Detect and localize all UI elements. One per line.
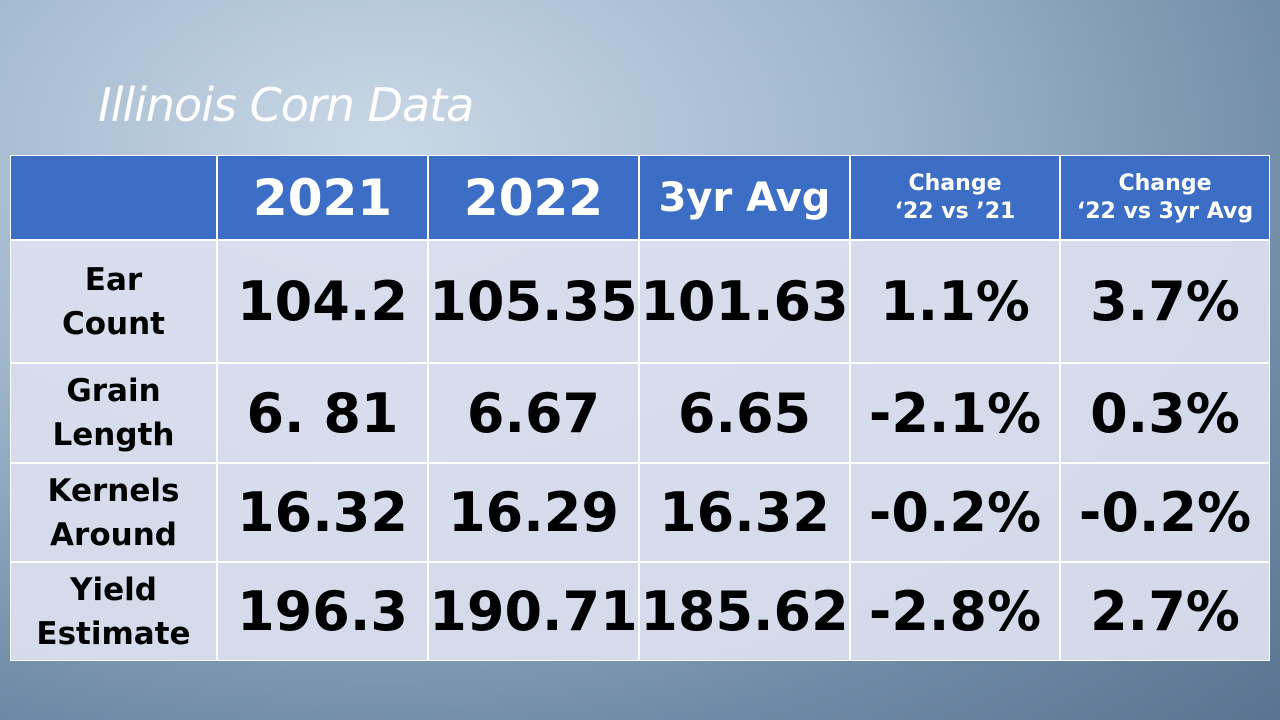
column-header: 2022 [428,155,639,240]
value-text: 2.7% [1090,580,1240,643]
value-text: -0.2% [1078,481,1252,544]
value-cell: 0.3% [1060,363,1270,463]
row-label-text: Kernels [47,472,180,509]
value-text: 101.63 [640,270,849,333]
header-text: 2022 [463,168,604,227]
value-cell: 101.63 [639,240,850,363]
row-label-text: Ear [84,261,143,298]
column-header: Change ‘22 vs 3yr Avg [1060,155,1270,240]
value-text: 16.32 [659,481,830,544]
column-header: Change ‘22 vs ’21 [850,155,1060,240]
row-label: Ear Count [10,240,217,363]
row-label: Kernels Around [10,463,217,562]
value-cell: -0.2% [1060,463,1270,562]
value-text: 190.71 [429,580,638,643]
column-header: 2021 [217,155,428,240]
value-text: 105.35 [429,270,638,333]
value-cell: 6. 81 [217,363,428,463]
row-label-text: Count [61,305,165,342]
value-cell: -2.1% [850,363,1060,463]
row-label-text: Yield [70,571,157,608]
value-text: 196.3 [237,580,408,643]
row-label: Grain Length [10,363,217,463]
value-text: 0.3% [1090,381,1240,445]
data-table: 2021 2022 3yr Avg Change ‘22 vs ’21 Change ‘22… [10,155,1270,661]
header-text: Change [908,170,1002,196]
value-cell: 104.2 [217,240,428,363]
value-cell: 185.62 [639,562,850,661]
value-text: 104.2 [237,270,408,333]
value-text: 6.67 [466,381,601,445]
row-label-text: Grain [66,373,161,409]
row-label-text: Around [50,516,177,553]
value-text: -0.2% [868,481,1042,544]
value-cell: 196.3 [217,562,428,661]
row-label-text: Length [52,417,175,453]
value-text: 1.1% [880,270,1030,333]
value-cell: 16.32 [217,463,428,562]
value-cell: -0.2% [850,463,1060,562]
value-text: -2.1% [868,381,1042,445]
value-text: 3.7% [1090,270,1240,333]
value-cell: -2.8% [850,562,1060,661]
row-label: Yield Estimate [10,562,217,661]
header-text: ‘22 vs ’21 [894,198,1016,224]
row-label-text: Estimate [36,615,191,652]
value-text: 6. 81 [246,381,399,445]
header-text: 2021 [252,168,393,227]
title: Illinois Corn Data [98,78,474,132]
header-corner [10,155,217,240]
value-cell: 6.65 [639,363,850,463]
value-cell: 16.29 [428,463,639,562]
value-cell: 1.1% [850,240,1060,363]
value-text: -2.8% [868,580,1042,643]
value-text: 6.65 [677,381,812,445]
header-text: Change [1118,170,1212,196]
value-cell: 105.35 [428,240,639,363]
value-cell: 16.32 [639,463,850,562]
value-cell: 3.7% [1060,240,1270,363]
value-text: 16.32 [237,481,408,544]
header-text: 3yr Avg [658,174,831,221]
value-cell: 6.67 [428,363,639,463]
header-text: ‘22 vs 3yr Avg [1076,198,1254,224]
value-text: 185.62 [640,580,849,643]
value-cell: 2.7% [1060,562,1270,661]
column-header: 3yr Avg [639,155,850,240]
value-text: 16.29 [448,481,619,544]
value-cell: 190.71 [428,562,639,661]
